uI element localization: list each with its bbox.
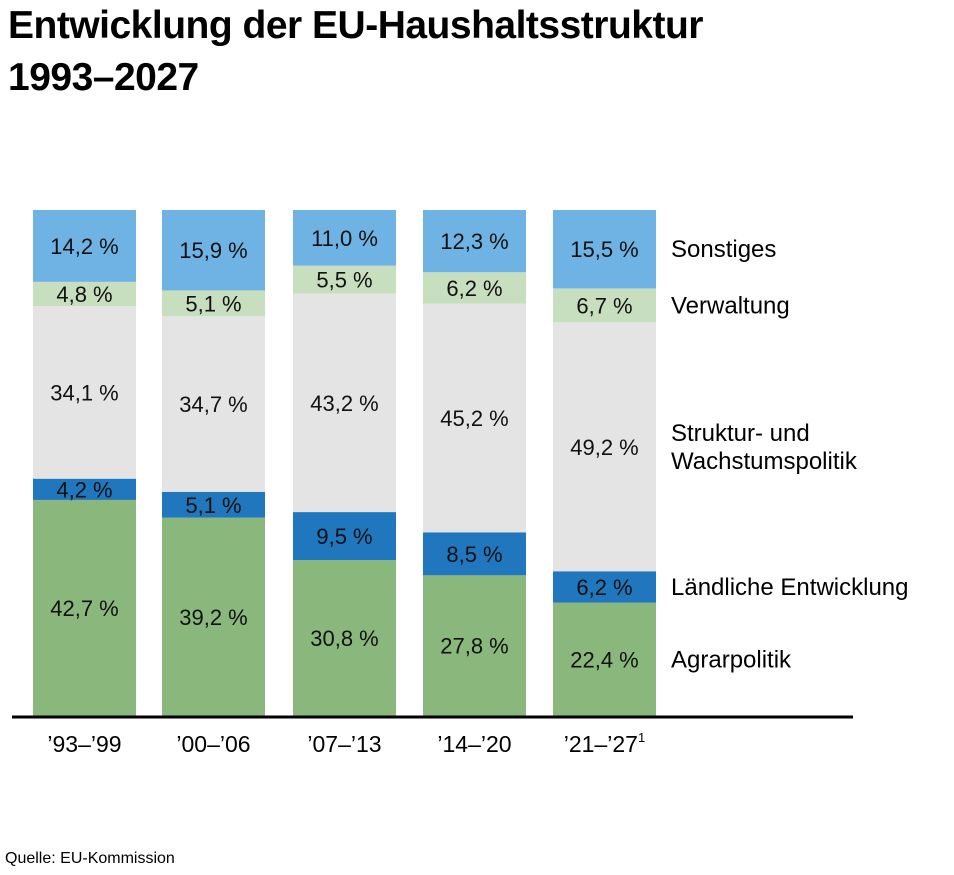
bar-segment-agrarpolitik-4 bbox=[553, 602, 656, 716]
bar-segment-agrarpolitik-1 bbox=[162, 517, 265, 716]
data-label-verwaltung-1: 5,1 % bbox=[185, 291, 241, 316]
bar-segment-verwaltung-2 bbox=[293, 265, 396, 294]
bar-segment-sonstiges-3 bbox=[423, 210, 526, 273]
legend-label-struktur-und-wachstumspolitik: Struktur- und Wachstumspolitik bbox=[671, 420, 858, 475]
data-label-struktur-und-wachstumspolitik-4: 49,2 % bbox=[570, 435, 639, 460]
bar-segment-sonstiges-4 bbox=[553, 210, 656, 289]
x-tick-label-4: ’21–’271 bbox=[564, 730, 645, 757]
x-tick-label-0: ’93–’99 bbox=[47, 731, 121, 757]
bar-segment-agrarpolitik-0 bbox=[33, 499, 136, 716]
data-label-struktur-und-wachstumspolitik-0: 34,1 % bbox=[50, 380, 119, 405]
bar-segment-sonstiges-1 bbox=[162, 210, 265, 291]
bar-segment-struktur-und-wachstumspolitik-0 bbox=[33, 306, 136, 479]
data-label-struktur-und-wachstumspolitik-2: 43,2 % bbox=[310, 391, 379, 416]
legend-label-verwaltung: Verwaltung bbox=[671, 292, 790, 319]
bar-segment-sonstiges-2 bbox=[293, 210, 396, 266]
data-label-sonstiges-0: 14,2 % bbox=[50, 234, 119, 259]
bar-segment-ländliche-entwicklung-4 bbox=[553, 571, 656, 603]
legend-line: Agrarpolitik bbox=[671, 646, 792, 673]
data-label-ländliche-entwicklung-1: 5,1 % bbox=[185, 493, 241, 518]
x-tick-label-1: ’00–’06 bbox=[176, 731, 250, 757]
data-label-agrarpolitik-0: 42,7 % bbox=[50, 596, 119, 621]
data-label-ländliche-entwicklung-3: 8,5 % bbox=[446, 542, 502, 567]
data-label-verwaltung-0: 4,8 % bbox=[56, 282, 112, 307]
footnote-marker: 1 bbox=[638, 730, 645, 745]
bar-segment-ländliche-entwicklung-0 bbox=[33, 478, 136, 500]
data-label-agrarpolitik-2: 30,8 % bbox=[310, 626, 379, 651]
chart-title: Entwicklung der EU-Haushaltsstruktur 199… bbox=[8, 0, 703, 104]
data-label-agrarpolitik-1: 39,2 % bbox=[179, 605, 248, 630]
data-label-sonstiges-1: 15,9 % bbox=[179, 238, 248, 263]
legend-line: Wachstumspolitik bbox=[671, 448, 858, 475]
bar-segment-verwaltung-4 bbox=[553, 288, 656, 323]
data-label-agrarpolitik-4: 22,4 % bbox=[570, 647, 639, 672]
bar-segment-struktur-und-wachstumspolitik-2 bbox=[293, 293, 396, 513]
x-tick-label-2: ’07–’13 bbox=[307, 731, 381, 757]
bar-segment-ländliche-entwicklung-3 bbox=[423, 532, 526, 576]
legend-line: Struktur- und bbox=[671, 420, 810, 447]
legend-line: Ländliche Entwicklung bbox=[671, 574, 908, 601]
data-label-sonstiges-3: 12,3 % bbox=[440, 229, 509, 254]
data-label-struktur-und-wachstumspolitik-3: 45,2 % bbox=[440, 406, 509, 431]
bar-segment-ländliche-entwicklung-2 bbox=[293, 512, 396, 561]
source-note: Quelle: EU-Kommission bbox=[5, 850, 175, 867]
chart-title-line1: Entwicklung der EU-Haushaltsstruktur bbox=[8, 4, 703, 47]
data-label-agrarpolitik-3: 27,8 % bbox=[440, 634, 509, 659]
bar-segment-verwaltung-3 bbox=[423, 272, 526, 304]
bar-segment-verwaltung-0 bbox=[33, 281, 136, 307]
data-label-verwaltung-3: 6,2 % bbox=[446, 276, 502, 301]
legend-line: Verwaltung bbox=[671, 292, 790, 319]
data-label-verwaltung-4: 6,7 % bbox=[576, 293, 632, 318]
legend-label-ländliche-entwicklung: Ländliche Entwicklung bbox=[671, 574, 908, 601]
data-label-ländliche-entwicklung-4: 6,2 % bbox=[576, 575, 632, 600]
legend-label-sonstiges: Sonstiges bbox=[671, 236, 776, 263]
bar-segment-struktur-und-wachstumspolitik-3 bbox=[423, 303, 526, 533]
data-label-verwaltung-2: 5,5 % bbox=[316, 268, 372, 293]
data-label-ländliche-entwicklung-0: 4,2 % bbox=[56, 477, 112, 502]
data-label-sonstiges-2: 11,0 % bbox=[311, 226, 378, 251]
bar-segment-verwaltung-1 bbox=[162, 290, 265, 317]
data-label-sonstiges-4: 15,5 % bbox=[570, 237, 639, 262]
data-label-struktur-und-wachstumspolitik-1: 34,7 % bbox=[179, 392, 248, 417]
bar-segment-agrarpolitik-2 bbox=[293, 560, 396, 716]
data-label-ländliche-entwicklung-2: 9,5 % bbox=[316, 524, 372, 549]
bar-segment-struktur-und-wachstumspolitik-4 bbox=[553, 322, 656, 572]
legend-line: Sonstiges bbox=[671, 236, 776, 263]
legend-label-agrarpolitik: Agrarpolitik bbox=[671, 646, 792, 673]
bar-segment-struktur-und-wachstumspolitik-1 bbox=[162, 316, 265, 492]
bar-segment-ländliche-entwicklung-1 bbox=[162, 491, 265, 518]
bar-segment-agrarpolitik-3 bbox=[423, 575, 526, 716]
x-tick-label-3: ’14–’20 bbox=[437, 731, 511, 757]
chart-title-line2: 1993–2027 bbox=[8, 56, 199, 99]
bar-segment-sonstiges-0 bbox=[33, 210, 136, 282]
